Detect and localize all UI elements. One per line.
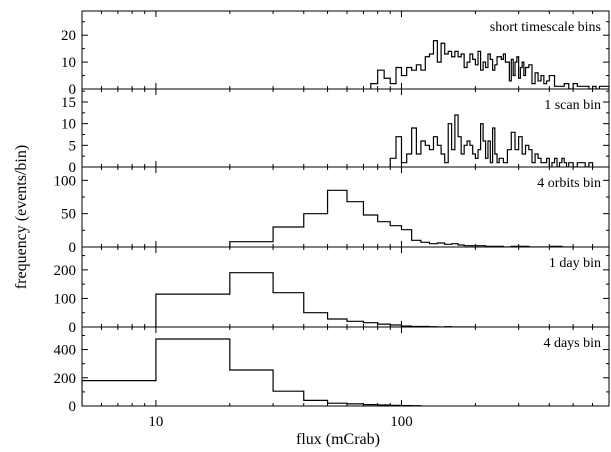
y-tick-label: 400 (54, 343, 77, 359)
panel-frame (81, 166, 610, 248)
y-tick-label: 200 (54, 263, 77, 279)
y-tick-label: 10 (61, 117, 76, 133)
histogram-series (155, 272, 476, 327)
histogram-series (82, 338, 422, 406)
y-tick-label: 10 (61, 55, 76, 71)
x-axis-label: flux (mCrab) (296, 431, 380, 448)
panel-4: 0 100 200 1 day bin (54, 246, 610, 336)
y-tick-label: 200 (54, 371, 77, 387)
y-axis-label: frequency (events/bin) (13, 145, 30, 289)
panels-group: 0 10 20 short timescale bins 0 5 10 15 1 scan bi… (54, 10, 610, 415)
panel-3: 0 50 100 4 orbits bin (54, 166, 610, 256)
y-tick-label: 100 (54, 291, 77, 307)
y-tick-label: 0 (69, 320, 77, 336)
x-tick-label: 10 (148, 414, 163, 430)
histogram-series (389, 114, 594, 167)
histogram-series (229, 189, 574, 247)
panel-label: 1 day bin (549, 256, 601, 271)
panel-frame (81, 246, 610, 328)
panel-frame (81, 88, 610, 168)
y-tick-label: 15 (61, 95, 76, 111)
y-tick-label: 0 (69, 399, 77, 415)
panel-frame (81, 326, 610, 407)
panel-label: 4 days bin (543, 336, 601, 351)
panel-label: 4 orbits bin (537, 176, 601, 191)
y-tick-label: 0 (69, 240, 77, 256)
y-tick-label: 0 (69, 82, 77, 98)
y-tick-label: 0 (69, 160, 77, 176)
x-axis: 10 100 (148, 414, 412, 430)
panel-5: 0 200 400 4 days bin (54, 326, 610, 415)
histogram-series (370, 39, 609, 89)
y-tick-label: 100 (54, 173, 77, 189)
panel-label: short timescale bins (490, 20, 601, 35)
panel-label: 1 scan bin (544, 98, 601, 113)
x-tick-label: 100 (390, 414, 413, 430)
panel-1: 0 10 20 short timescale bins (61, 10, 610, 98)
y-tick-label: 20 (61, 28, 76, 44)
y-tick-label: 5 (69, 138, 77, 154)
panel-2: 0 5 10 15 1 scan bin (61, 88, 610, 176)
y-tick-label: 50 (61, 207, 76, 223)
